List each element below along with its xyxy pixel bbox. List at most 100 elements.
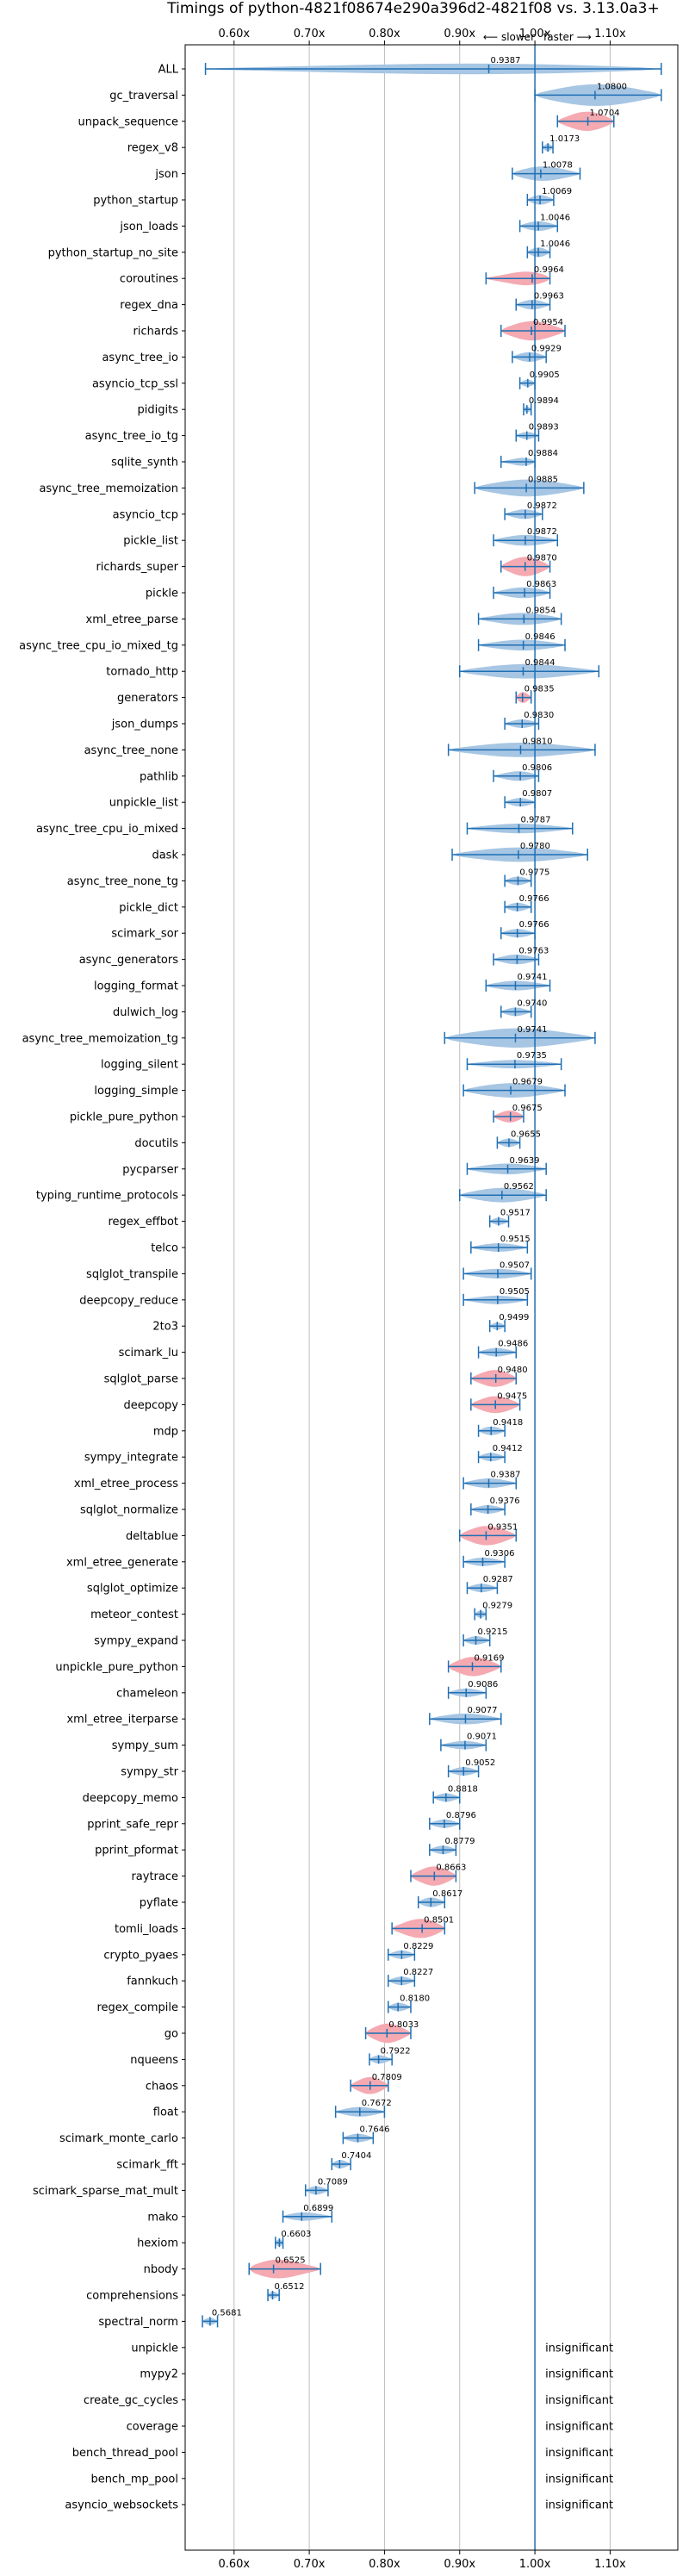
value-label: 0.9052	[465, 1758, 495, 1768]
value-label: 0.9885	[528, 475, 558, 484]
benchmark-label: chaos	[146, 2080, 178, 2093]
value-label: 0.9954	[533, 318, 563, 327]
value-label: 0.9169	[475, 1653, 505, 1663]
value-label: 0.9418	[493, 1418, 523, 1428]
x-tick-label-bottom: 0.70x	[294, 2558, 326, 2571]
value-label: 0.9894	[529, 396, 559, 406]
benchmark-label: regex_compile	[96, 2001, 178, 2014]
benchmark-label: pickle_dict	[119, 901, 178, 914]
benchmark-label: tomli_loads	[115, 1923, 178, 1936]
benchmark-label: xml_etree_parse	[86, 613, 178, 626]
value-label: 0.9475	[497, 1391, 527, 1401]
x-tick-label-top: 0.80x	[369, 28, 400, 40]
value-label: 0.9387	[491, 56, 521, 65]
value-label: 0.9387	[491, 1471, 521, 1480]
value-label: 0.5681	[212, 2308, 242, 2318]
benchmark-label: ALL	[158, 64, 179, 77]
benchmark-label: gc_traversal	[109, 90, 178, 103]
value-label: 0.9870	[527, 554, 557, 563]
benchmark-label: unpickle_pure_python	[55, 1661, 178, 1674]
benchmark-label: regex_dna	[120, 299, 178, 312]
x-tick-label-top: 0.60x	[218, 28, 250, 40]
value-label: 0.8229	[403, 1942, 433, 1951]
benchmark-label: sqlite_synth	[111, 457, 178, 470]
chart-title: Timings of python-4821f08674e290a396d2-4…	[166, 0, 659, 17]
benchmark-label: scimark_lu	[119, 1347, 178, 1360]
value-label: 0.8501	[424, 1915, 454, 1925]
benchmark-label: chameleon	[116, 1687, 178, 1700]
value-label: 0.9215	[478, 1627, 508, 1637]
value-label: 0.9655	[511, 1129, 541, 1139]
benchmark-label: pprint_safe_repr	[87, 1818, 178, 1831]
value-label: 0.8180	[400, 1994, 430, 2004]
x-tick-label-top: 0.70x	[294, 28, 326, 40]
value-label: 0.8779	[444, 1837, 475, 1846]
value-label: 0.7922	[381, 2046, 411, 2056]
value-label: 0.9735	[517, 1051, 547, 1061]
slower-direction-label: ⟵ slower	[483, 31, 535, 43]
plot-frame	[184, 44, 679, 2551]
benchmark-label: sqlglot_transpile	[86, 1268, 178, 1281]
value-label: 0.9071	[467, 1733, 497, 1742]
benchmark-label: deepcopy	[123, 1399, 178, 1412]
benchmark-label: python_startup_no_site	[48, 246, 178, 259]
insignificant-label: insignificant	[545, 2368, 613, 2381]
value-label: 1.0046	[540, 240, 570, 249]
faster-direction-label: faster ⟶	[543, 31, 592, 43]
value-label: 0.9306	[484, 1549, 514, 1559]
value-label: 0.9872	[527, 527, 557, 537]
value-label: 0.9086	[468, 1680, 498, 1689]
benchmark-label: async_tree_cpu_io_mixed	[36, 823, 178, 836]
benchmark-label: nbody	[144, 2263, 179, 2276]
x-tick-label-top: 1.10x	[594, 28, 626, 40]
benchmark-label: async_tree_cpu_io_mixed_tg	[19, 639, 178, 652]
value-label: 0.9846	[525, 632, 556, 642]
benchmark-label: logging_silent	[101, 1059, 178, 1072]
value-label: 0.9780	[520, 842, 550, 851]
value-label: 0.9766	[519, 894, 549, 904]
benchmark-label: pathlib	[140, 770, 178, 783]
marks-layer	[202, 45, 662, 2550]
benchmark-label: 2to3	[152, 1321, 178, 1334]
benchmark-label: asyncio_websockets	[65, 2499, 178, 2512]
x-tick-label-bottom: 0.90x	[444, 2558, 475, 2571]
value-label: 0.9905	[530, 370, 560, 380]
value-label: 0.9806	[522, 763, 552, 773]
value-label: 0.9287	[483, 1575, 513, 1584]
grid-layer	[233, 45, 611, 2550]
benchmark-label: xml_etree_iterparse	[66, 1714, 178, 1727]
value-label: 0.9807	[522, 789, 552, 799]
value-label: 1.0046	[540, 213, 570, 222]
value-label: 0.9279	[482, 1602, 512, 1611]
labels-layer: ALL 0.9387 gc_traversal 1.0800 unpack_sequen…	[19, 56, 627, 2512]
value-label: 0.9830	[524, 711, 554, 720]
benchmark-label: richards_super	[96, 561, 178, 574]
benchmark-label: async_generators	[79, 954, 179, 967]
value-label: 0.6899	[303, 2204, 333, 2213]
value-label: 0.9639	[510, 1156, 540, 1166]
benchmark-label: deltablue	[126, 1530, 178, 1543]
benchmark-label: async_tree_memoization	[39, 482, 178, 495]
value-label: 0.6603	[281, 2230, 311, 2239]
insignificant-label: insignificant	[545, 2421, 613, 2434]
benchmark-label: async_tree_io_tg	[85, 430, 178, 443]
value-label: 0.9854	[525, 606, 556, 615]
benchmark-label: hexiom	[137, 2237, 178, 2250]
benchmark-label: unpack_sequence	[78, 115, 178, 128]
value-label: 0.9893	[529, 423, 559, 432]
value-label: 1.0173	[549, 134, 580, 144]
benchmark-label: scimark_fft	[116, 2159, 178, 2172]
x-tick-label-bottom: 0.80x	[369, 2558, 400, 2571]
benchmark-label: deepcopy_memo	[83, 1792, 178, 1805]
value-label: 0.6512	[274, 2282, 304, 2292]
x-tick-label-bottom: 0.60x	[218, 2558, 250, 2571]
value-label: 0.9740	[517, 999, 547, 1008]
value-label: 0.8033	[388, 2020, 419, 2030]
value-label: 0.9077	[467, 1706, 497, 1715]
benchmark-label: pidigits	[138, 404, 179, 417]
benchmark-label: regex_v8	[127, 142, 178, 155]
value-label: 0.9562	[504, 1182, 534, 1192]
value-label: 0.9486	[498, 1340, 528, 1349]
benchmark-label: deepcopy_reduce	[79, 1294, 178, 1307]
insignificant-label: insignificant	[545, 2499, 613, 2512]
